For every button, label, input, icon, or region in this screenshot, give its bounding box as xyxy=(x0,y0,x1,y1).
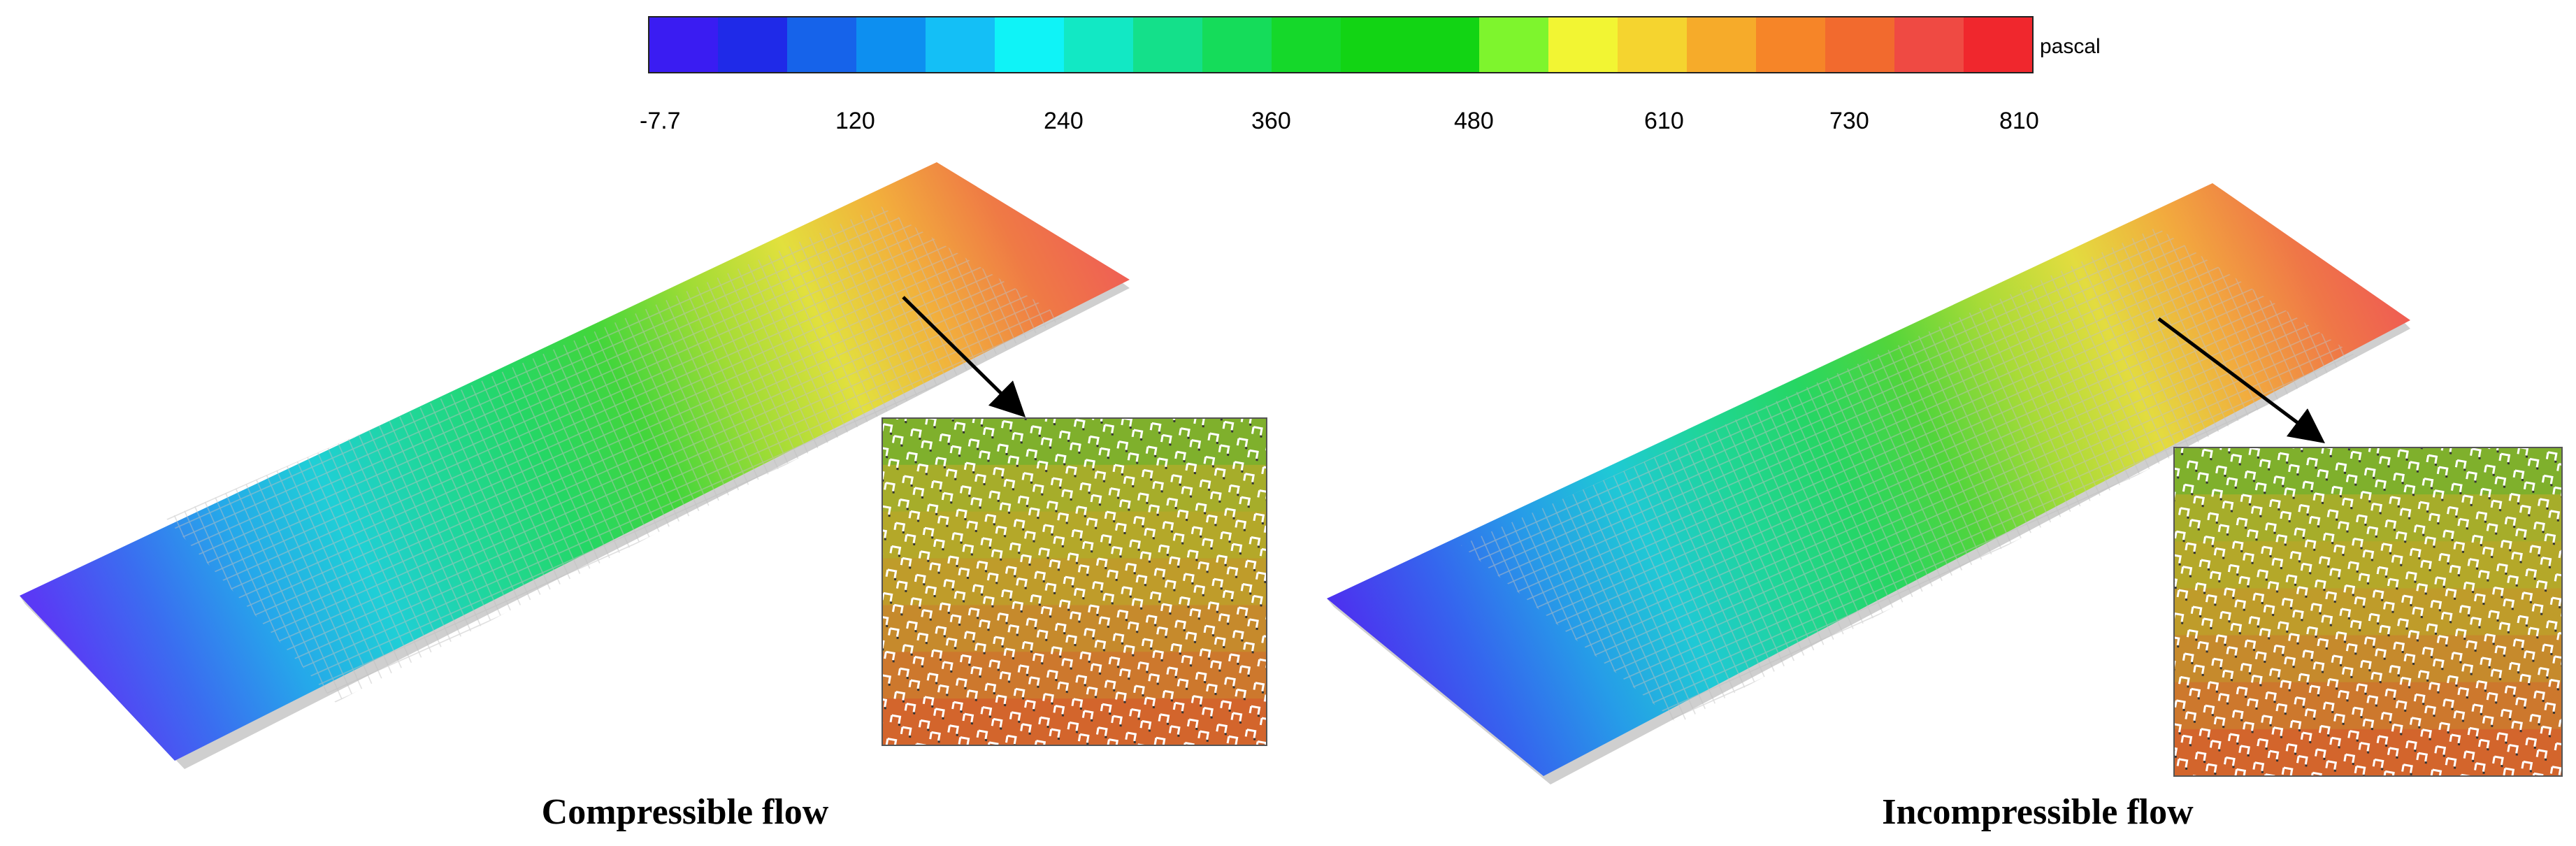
colorbar-tick: 810 xyxy=(1999,108,2039,134)
colorbar-tick: 480 xyxy=(1454,108,1494,134)
panel-title: Compressible flow xyxy=(542,792,829,832)
colorbar: pascal -7.7 120 240 360 480 610 730 810 xyxy=(640,16,2101,134)
colorbar-frame xyxy=(648,16,2034,73)
colorbar-swatches xyxy=(649,17,2034,73)
colorbar-swatch xyxy=(1548,17,1618,73)
inset-fin-array xyxy=(2174,447,2562,776)
zoom-inset xyxy=(882,417,1267,746)
colorbar-tick: 610 xyxy=(1644,108,1684,134)
inset-frame xyxy=(2173,447,2563,777)
colorbar-tick: 730 xyxy=(1829,108,1869,134)
colorbar-swatch xyxy=(1202,17,1272,73)
colorbar-swatch xyxy=(1894,17,1964,73)
colorbar-swatch xyxy=(1687,17,1757,73)
colorbar-swatch xyxy=(926,17,995,73)
fin-mesh-region xyxy=(166,206,1064,703)
colorbar-swatch xyxy=(995,17,1065,73)
compressible-panel: Compressible flow xyxy=(20,162,1267,832)
colorbar-swatch xyxy=(1756,17,1826,73)
colorbar-swatch xyxy=(787,17,857,73)
colorbar-swatch xyxy=(1479,17,1549,73)
colorbar-tick: 360 xyxy=(1251,108,1291,134)
inset-fin-array xyxy=(882,418,1267,745)
zoom-arrow xyxy=(902,296,1026,418)
colorbar-tick-labels: -7.7 120 240 360 480 610 730 810 xyxy=(640,108,2039,134)
colorbar-swatch xyxy=(856,17,926,73)
colorbar-swatch xyxy=(1618,17,1688,73)
inset-frame xyxy=(882,417,1267,746)
incompressible-panel: Incompressible flow xyxy=(1327,183,2563,832)
colorbar-tick: 120 xyxy=(835,108,875,134)
colorbar-swatch xyxy=(1064,17,1134,73)
colorbar-unit-label: pascal xyxy=(2040,35,2101,58)
colorbar-swatch xyxy=(1341,17,1411,73)
colorbar-swatch xyxy=(1964,17,2034,73)
zoom-inset xyxy=(2173,447,2563,777)
zoom-arrow xyxy=(2157,317,2326,443)
colorbar-swatch xyxy=(718,17,788,73)
colorbar-tick: -7.7 xyxy=(640,108,681,134)
colorbar-swatch xyxy=(649,17,719,73)
colorbar-swatch xyxy=(1133,17,1203,73)
colorbar-tick: 240 xyxy=(1044,108,1084,134)
colorbar-swatch xyxy=(1272,17,1341,73)
panel-title: Incompressible flow xyxy=(1882,792,2194,832)
colorbar-swatch xyxy=(1825,17,1895,73)
fin-mesh-region xyxy=(1461,227,2357,724)
colorbar-swatch xyxy=(1410,17,1480,73)
